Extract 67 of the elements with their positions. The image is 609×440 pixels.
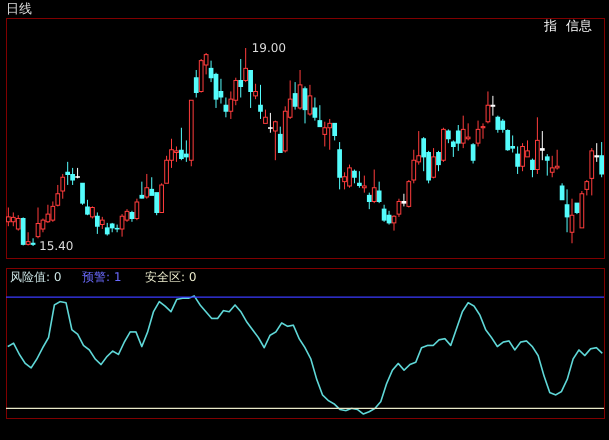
candlestick [540, 130, 545, 161]
text: 安全区: 0 [145, 270, 196, 284]
candlestick [486, 90, 490, 124]
candlestick [560, 182, 564, 200]
candlestick [278, 126, 283, 153]
candlestick [134, 198, 140, 221]
chart-title: 日线 [6, 2, 32, 17]
annotation: 19.00 [252, 41, 286, 55]
candlestick [55, 184, 60, 207]
candlestick [515, 146, 520, 174]
candlestick [594, 142, 600, 162]
candlestick [94, 212, 100, 234]
candlestick [570, 198, 574, 244]
candlestick [100, 216, 105, 230]
candlestick [470, 142, 476, 164]
candlestick [332, 122, 338, 141]
candlestick [268, 112, 273, 134]
candlestick [446, 128, 451, 144]
candlestick [272, 120, 278, 161]
candlestick [243, 48, 248, 83]
text: 预警: 1 [82, 270, 122, 284]
text: 信息 [566, 19, 592, 34]
candlestick [362, 175, 367, 194]
candlestick [392, 214, 396, 232]
candlestick [139, 181, 144, 200]
candlestick [352, 169, 357, 184]
candlestick [90, 206, 95, 219]
candlestick [312, 97, 318, 122]
candlestick [372, 169, 377, 204]
candlestick [490, 95, 496, 116]
candlestick [544, 154, 550, 176]
candlestick [130, 210, 134, 222]
candlestick [366, 192, 372, 210]
candlestick [376, 181, 382, 204]
annotation: 15.40 [39, 239, 74, 253]
candlestick [298, 70, 302, 110]
candlestick [302, 86, 308, 124]
candlestick [292, 82, 298, 110]
candlestick [436, 150, 441, 172]
candlestick [80, 182, 85, 206]
text: 指 [543, 19, 557, 34]
candlestick [599, 142, 604, 178]
candlestick [431, 148, 436, 179]
candlestick [530, 158, 535, 178]
candlestick [357, 170, 362, 188]
candlestick [476, 120, 480, 147]
candlestick [396, 198, 402, 218]
candlestick [480, 122, 486, 140]
candlestick [584, 180, 590, 196]
candlestick [248, 70, 253, 108]
text: 风险值: 0 [10, 270, 62, 284]
candlestick [75, 167, 80, 179]
candlestick [253, 83, 258, 100]
candlestick [402, 193, 406, 207]
candlestick [308, 84, 312, 116]
candlestick [238, 58, 244, 98]
candlestick [258, 84, 263, 120]
candlestick [26, 232, 30, 246]
candlestick [60, 173, 66, 200]
candlestick [194, 70, 199, 98]
candlestick [85, 199, 90, 216]
candlestick [224, 97, 228, 118]
candlestick [574, 202, 580, 215]
candlestick [263, 109, 268, 124]
candlestick [144, 173, 150, 200]
candlestick [564, 188, 570, 233]
candlestick [317, 104, 322, 128]
